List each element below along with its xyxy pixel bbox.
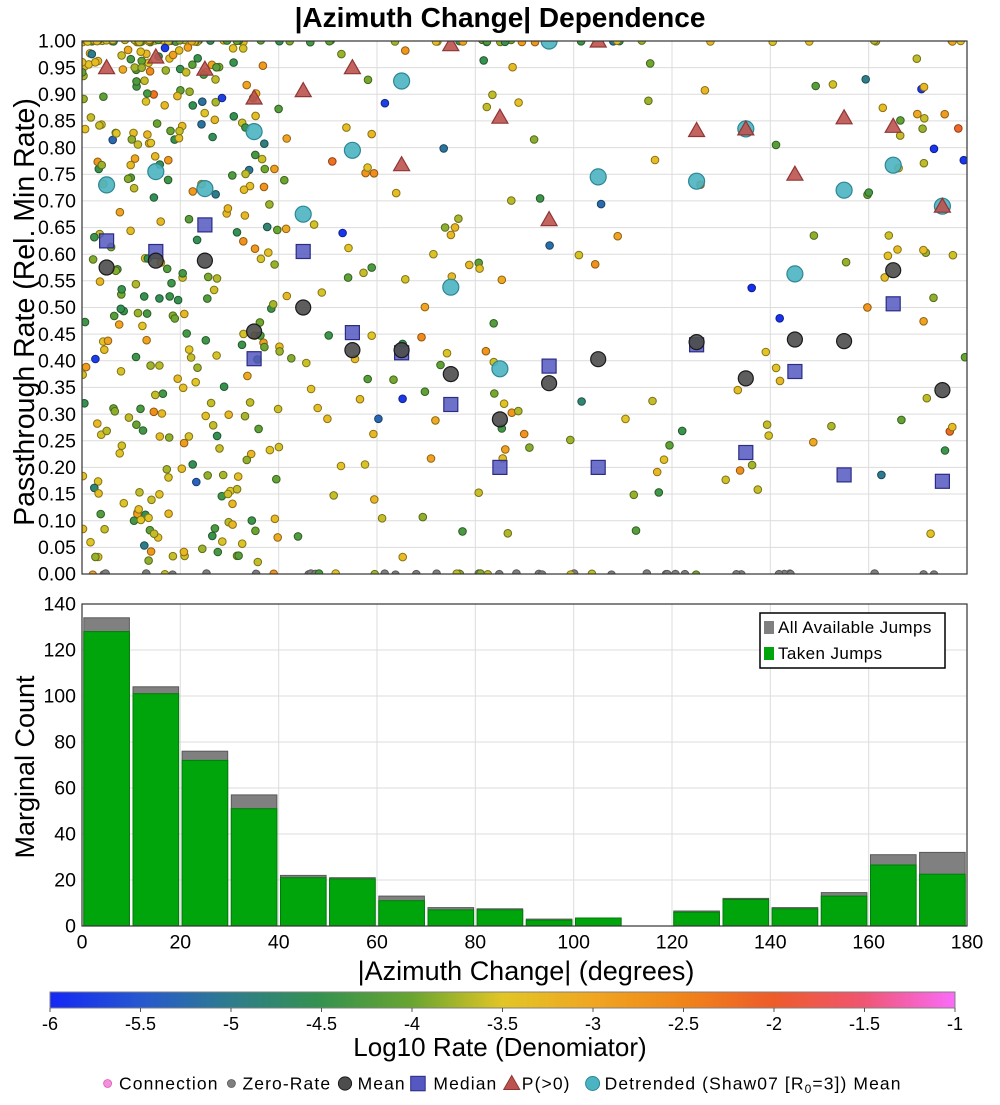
svg-text:|Azimuth Change| Dependence: |Azimuth Change| Dependence (295, 2, 706, 33)
svg-text:140: 140 (754, 931, 787, 953)
svg-text:80: 80 (464, 931, 486, 953)
svg-text:0.90: 0.90 (38, 84, 76, 106)
svg-text:Median: Median (433, 1074, 497, 1094)
svg-text:-3.5: -3.5 (487, 1014, 518, 1034)
svg-text:40: 40 (54, 824, 76, 846)
svg-text:|Azimuth Change| (degrees): |Azimuth Change| (degrees) (358, 956, 695, 986)
svg-text:60: 60 (54, 778, 76, 800)
svg-text:0.15: 0.15 (38, 484, 76, 506)
svg-text:0.55: 0.55 (38, 271, 76, 293)
svg-text:20: 20 (54, 870, 76, 892)
svg-text:140: 140 (43, 594, 76, 616)
svg-text:Mean: Mean (358, 1074, 406, 1094)
svg-text:0.95: 0.95 (38, 57, 76, 79)
svg-text:0.10: 0.10 (38, 510, 76, 532)
svg-text:0.65: 0.65 (38, 217, 76, 239)
svg-text:Detrended (Shaw07 [R0=3]) Mean: Detrended (Shaw07 [R0=3]) Mean (605, 1074, 902, 1097)
svg-text:-3: -3 (585, 1014, 601, 1034)
svg-text:0.50: 0.50 (38, 297, 76, 319)
svg-text:0: 0 (65, 916, 76, 938)
svg-text:-4: -4 (404, 1014, 420, 1034)
svg-text:120: 120 (43, 640, 76, 662)
svg-text:20: 20 (169, 931, 191, 953)
svg-text:80: 80 (54, 732, 76, 754)
svg-text:100: 100 (557, 931, 590, 953)
svg-text:0.80: 0.80 (38, 137, 76, 159)
svg-text:0.00: 0.00 (38, 564, 76, 586)
svg-text:40: 40 (268, 931, 290, 953)
svg-text:Log10 Rate (Denomiator): Log10 Rate (Denomiator) (353, 1032, 646, 1062)
svg-text:60: 60 (366, 931, 388, 953)
svg-text:Connection: Connection (119, 1074, 219, 1094)
svg-text:160: 160 (852, 931, 885, 953)
svg-text:0.40: 0.40 (38, 351, 76, 373)
svg-text:-5.5: -5.5 (125, 1014, 156, 1034)
svg-text:0.60: 0.60 (38, 244, 76, 266)
svg-text:0.85: 0.85 (38, 111, 76, 133)
svg-text:-6: -6 (42, 1014, 58, 1034)
svg-text:0.75: 0.75 (38, 164, 76, 186)
svg-text:Taken Jumps: Taken Jumps (778, 644, 883, 663)
svg-text:0.70: 0.70 (38, 191, 76, 213)
svg-text:0.35: 0.35 (38, 377, 76, 399)
svg-text:0.30: 0.30 (38, 404, 76, 426)
svg-text:P(>0): P(>0) (522, 1074, 571, 1094)
svg-text:180: 180 (951, 931, 984, 953)
svg-text:Marginal Count: Marginal Count (10, 675, 40, 859)
svg-text:-2: -2 (766, 1014, 782, 1034)
svg-text:0: 0 (77, 931, 88, 953)
svg-text:0.20: 0.20 (38, 457, 76, 479)
svg-text:1.00: 1.00 (38, 31, 76, 53)
svg-text:Passthrough Rate (Rel. Min Rat: Passthrough Rate (Rel. Min Rate) (9, 98, 41, 526)
svg-text:120: 120 (656, 931, 689, 953)
svg-text:-1.5: -1.5 (849, 1014, 880, 1034)
svg-text:0.25: 0.25 (38, 430, 76, 452)
svg-text:-5: -5 (223, 1014, 239, 1034)
svg-text:100: 100 (43, 686, 76, 708)
svg-text:-1: -1 (947, 1014, 963, 1034)
svg-text:0.05: 0.05 (38, 537, 76, 559)
svg-text:Zero-Rate: Zero-Rate (243, 1074, 332, 1094)
svg-text:0.45: 0.45 (38, 324, 76, 346)
svg-text:-2.5: -2.5 (668, 1014, 699, 1034)
svg-text:-4.5: -4.5 (306, 1014, 337, 1034)
svg-text:All Available Jumps: All Available Jumps (778, 618, 932, 637)
